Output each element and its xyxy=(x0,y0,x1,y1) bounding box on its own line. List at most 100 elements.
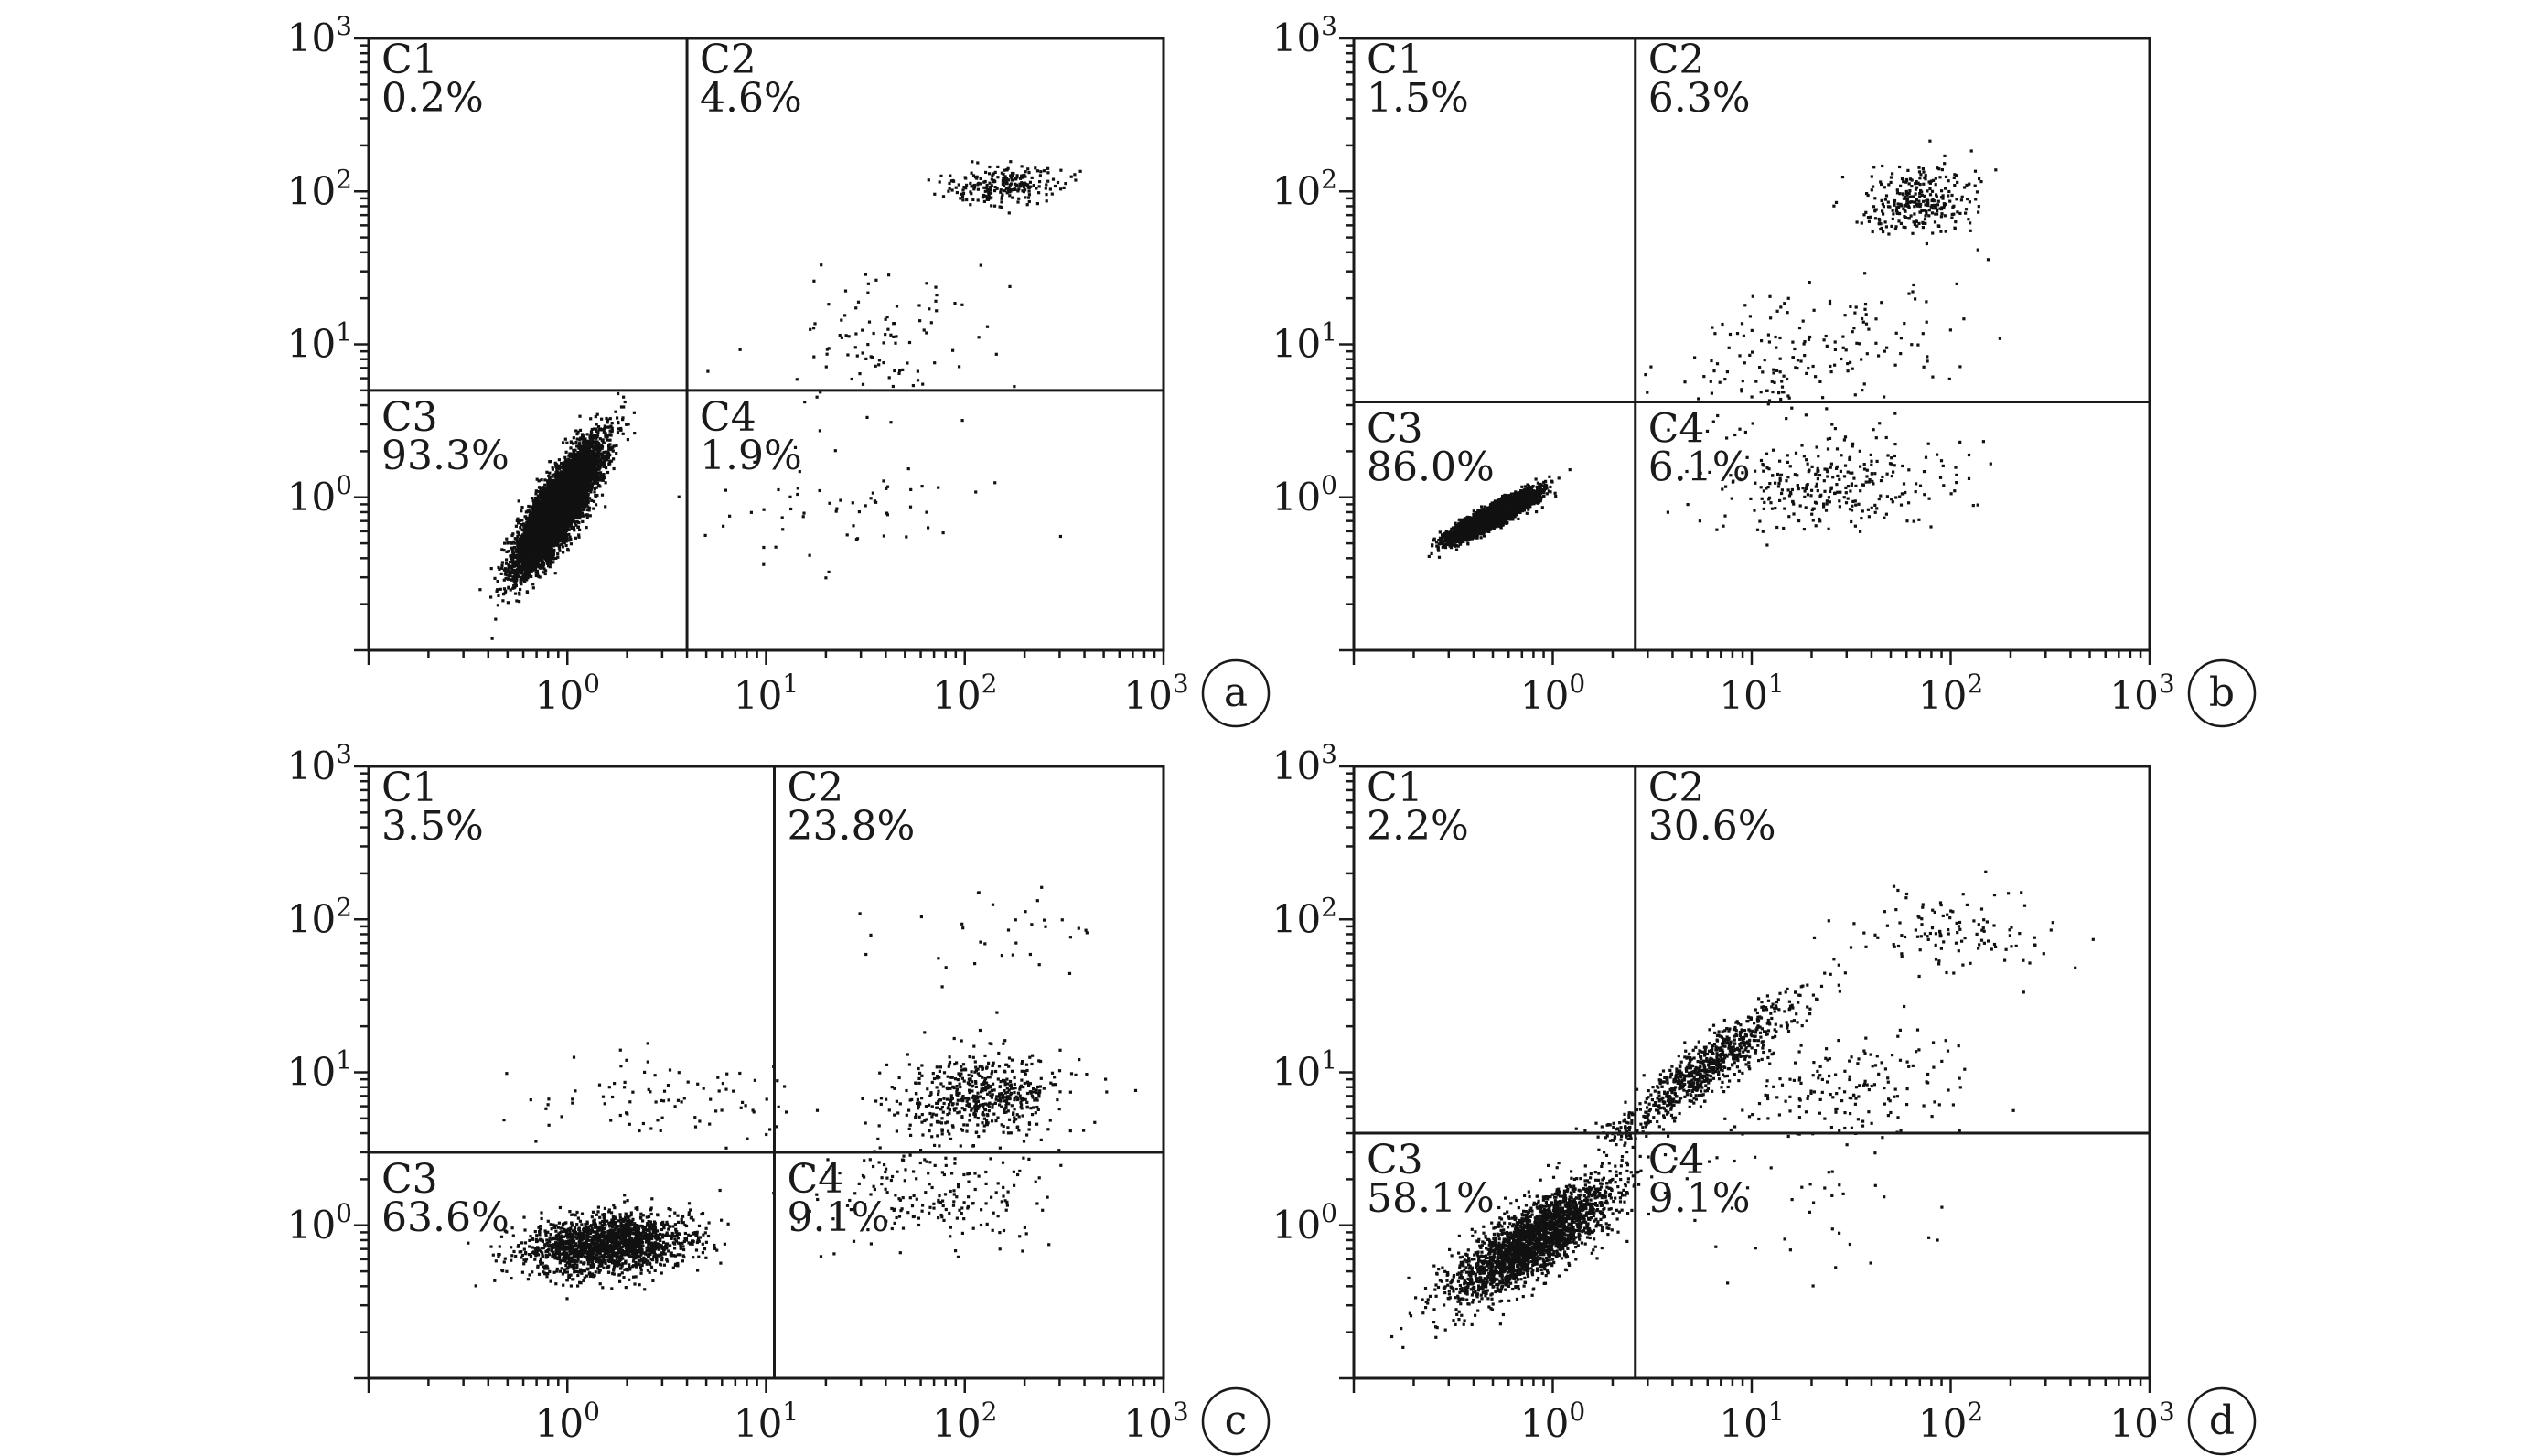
data-point xyxy=(517,521,520,525)
data-point xyxy=(524,565,528,569)
data-point xyxy=(615,444,618,447)
data-point xyxy=(577,533,581,537)
data-point xyxy=(541,562,544,566)
data-point xyxy=(496,604,499,607)
data-point xyxy=(512,545,516,550)
data-point xyxy=(568,452,572,455)
data-point xyxy=(622,405,626,409)
data-point xyxy=(621,416,625,420)
data-point xyxy=(609,447,613,452)
data-point xyxy=(580,511,585,515)
data-point xyxy=(528,574,531,578)
data-point xyxy=(566,459,570,463)
data-point xyxy=(551,475,554,478)
data-point xyxy=(509,588,512,592)
data-point xyxy=(597,459,601,463)
data-point xyxy=(514,592,518,595)
data-point xyxy=(561,545,564,549)
data-point xyxy=(520,523,524,527)
data-point xyxy=(543,478,547,482)
data-point xyxy=(504,577,508,581)
data-point xyxy=(519,587,522,592)
data-point xyxy=(574,441,578,444)
data-point xyxy=(512,586,516,590)
data-point xyxy=(591,477,595,481)
data-point xyxy=(586,505,590,509)
data-point xyxy=(516,574,520,578)
data-point xyxy=(591,439,595,443)
data-point xyxy=(563,469,566,473)
data-point xyxy=(497,565,500,570)
data-point xyxy=(547,564,551,568)
data-point xyxy=(597,476,601,480)
data-point xyxy=(564,450,568,454)
data-point xyxy=(507,585,510,589)
data-point xyxy=(534,489,538,493)
data-point xyxy=(520,575,523,579)
data-point xyxy=(578,438,582,442)
data-point xyxy=(587,442,591,445)
data-point xyxy=(504,570,508,573)
data-point xyxy=(523,580,527,583)
data-point xyxy=(604,434,607,438)
data-point xyxy=(501,592,506,595)
data-point xyxy=(574,429,578,433)
data-point xyxy=(564,543,568,548)
data-point xyxy=(621,418,625,422)
data-point xyxy=(609,424,613,428)
data-point xyxy=(552,548,556,551)
data-point xyxy=(512,583,516,588)
data-point xyxy=(576,525,580,529)
data-point xyxy=(557,458,561,462)
data-point xyxy=(518,519,521,523)
data-point xyxy=(543,553,547,557)
data-point xyxy=(552,561,555,564)
data-point xyxy=(592,507,595,510)
data-point xyxy=(505,537,509,541)
data-point xyxy=(514,524,518,528)
data-point xyxy=(546,558,550,562)
data-point xyxy=(617,427,620,431)
data-point xyxy=(505,558,509,562)
data-point xyxy=(562,551,565,554)
data-point xyxy=(510,546,514,550)
data-point xyxy=(501,599,505,603)
data-point xyxy=(606,434,609,438)
data-point xyxy=(503,591,507,594)
data-point xyxy=(577,520,581,525)
data-point xyxy=(502,578,506,582)
data-point xyxy=(616,416,619,420)
data-point xyxy=(565,441,569,444)
data-point xyxy=(595,436,598,440)
data-point xyxy=(572,442,575,445)
scatter-dots xyxy=(478,160,1082,640)
data-point xyxy=(511,532,515,536)
data-point xyxy=(602,450,606,454)
data-point xyxy=(478,588,482,592)
data-point xyxy=(578,444,582,447)
data-point xyxy=(551,467,554,471)
data-point xyxy=(530,574,533,578)
data-point xyxy=(551,466,554,469)
data-point xyxy=(531,586,535,590)
data-point xyxy=(574,516,578,520)
data-point xyxy=(563,455,567,459)
data-point xyxy=(602,473,606,476)
data-point xyxy=(506,601,510,605)
data-point xyxy=(578,517,582,520)
data-point xyxy=(574,523,578,527)
data-point xyxy=(560,542,563,546)
data-point xyxy=(615,452,618,455)
data-point xyxy=(592,499,596,503)
data-point xyxy=(563,458,567,462)
data-point xyxy=(604,481,607,485)
data-point xyxy=(589,443,593,446)
data-point xyxy=(567,454,571,457)
data-point xyxy=(609,446,613,450)
data-point xyxy=(545,470,549,474)
data-point xyxy=(547,474,551,478)
data-point xyxy=(589,490,593,494)
data-point xyxy=(500,561,504,564)
data-point xyxy=(558,467,562,471)
data-point xyxy=(617,420,620,424)
